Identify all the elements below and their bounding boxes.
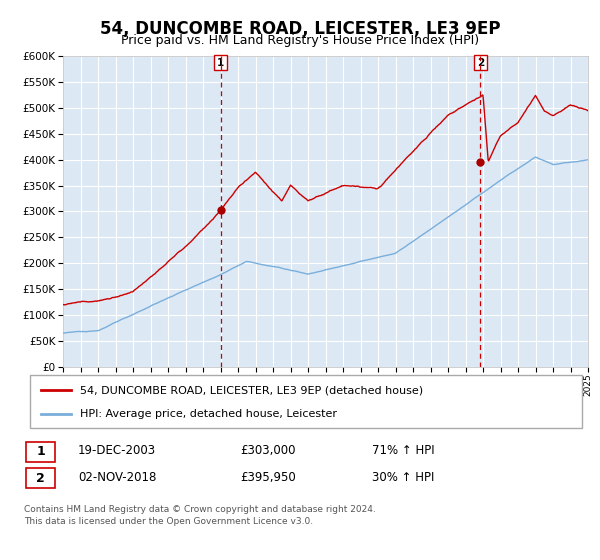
FancyBboxPatch shape bbox=[26, 468, 55, 488]
Text: 19-DEC-2003: 19-DEC-2003 bbox=[78, 444, 156, 458]
Text: 1: 1 bbox=[217, 58, 224, 68]
Text: 71% ↑ HPI: 71% ↑ HPI bbox=[372, 444, 434, 458]
Text: 30% ↑ HPI: 30% ↑ HPI bbox=[372, 470, 434, 484]
Text: HPI: Average price, detached house, Leicester: HPI: Average price, detached house, Leic… bbox=[80, 408, 337, 418]
Text: 2: 2 bbox=[36, 472, 45, 485]
Text: 54, DUNCOMBE ROAD, LEICESTER, LE3 9EP: 54, DUNCOMBE ROAD, LEICESTER, LE3 9EP bbox=[100, 20, 500, 38]
Text: £395,950: £395,950 bbox=[240, 470, 296, 484]
Text: Contains HM Land Registry data © Crown copyright and database right 2024.
This d: Contains HM Land Registry data © Crown c… bbox=[24, 505, 376, 526]
Text: 02-NOV-2018: 02-NOV-2018 bbox=[78, 470, 157, 484]
Text: Price paid vs. HM Land Registry's House Price Index (HPI): Price paid vs. HM Land Registry's House … bbox=[121, 34, 479, 46]
FancyBboxPatch shape bbox=[26, 442, 55, 462]
Text: 2: 2 bbox=[477, 58, 484, 68]
Text: £303,000: £303,000 bbox=[240, 444, 296, 458]
Text: 54, DUNCOMBE ROAD, LEICESTER, LE3 9EP (detached house): 54, DUNCOMBE ROAD, LEICESTER, LE3 9EP (d… bbox=[80, 385, 423, 395]
FancyBboxPatch shape bbox=[30, 375, 582, 428]
Text: 1: 1 bbox=[36, 445, 45, 459]
